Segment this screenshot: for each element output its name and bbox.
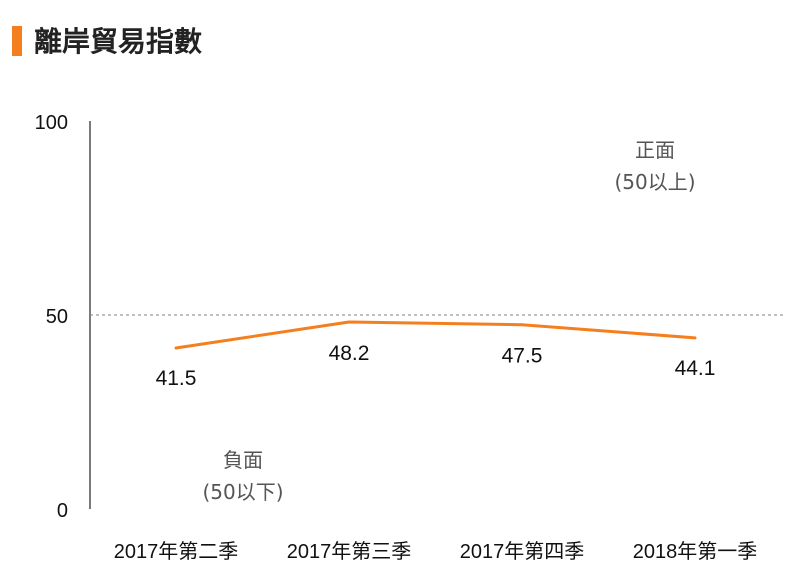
negative-annotation-line1: 負面 <box>223 448 263 472</box>
y-tick-label: 100 <box>35 112 68 134</box>
series-group <box>174 320 697 350</box>
y-tick-label: 0 <box>57 500 68 522</box>
data-label: 47.5 <box>502 345 543 368</box>
positive-annotation-line2: (50以上) <box>614 170 695 194</box>
annotations: 正面 (50以上) 負面 (50以下) <box>202 138 695 504</box>
data-label: 41.5 <box>156 367 197 390</box>
y-axis: 0 50 100 <box>35 112 91 522</box>
series-line <box>174 320 697 350</box>
data-label: 44.1 <box>675 357 716 380</box>
x-tick-label: 2017年第二季 <box>114 540 239 563</box>
x-tick-label: 2017年第三季 <box>287 540 412 563</box>
x-axis: 2017年第二季 2017年第三季 2017年第四季 2018年第一季 <box>114 540 758 563</box>
data-label: 48.2 <box>329 342 370 365</box>
chart-title: 離岸貿易指數 <box>34 25 203 58</box>
title-accent-bar <box>12 26 22 56</box>
x-tick-label: 2017年第四季 <box>460 540 585 563</box>
positive-annotation-line1: 正面 <box>635 138 675 162</box>
y-tick-label: 50 <box>46 306 68 328</box>
negative-annotation-line2: (50以下) <box>202 480 283 504</box>
data-labels: 41.5 48.2 47.5 44.1 <box>156 342 716 390</box>
x-tick-label: 2018年第一季 <box>633 540 758 563</box>
